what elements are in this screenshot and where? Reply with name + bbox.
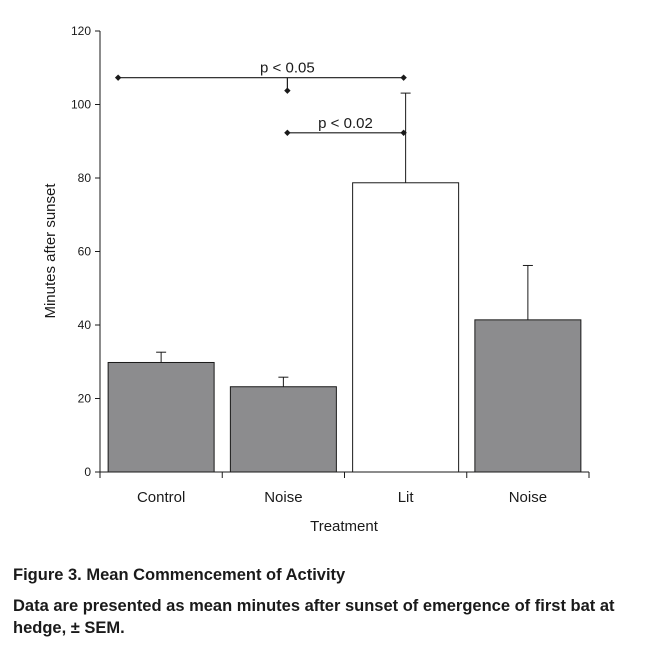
figure-title: Figure 3. Mean Commencement of Activity [13,566,346,584]
significance-marker [284,87,291,94]
y-tick-label: 80 [78,171,92,185]
significance-annotations: p < 0.05 p < 0.02 [114,60,407,136]
y-axis-title: Minutes after sunset [42,183,59,319]
y-tick-label: 120 [71,24,91,38]
bar [352,182,460,473]
error-bars [156,92,533,387]
x-category-label: Noise [509,489,547,506]
y-tick-label: 40 [78,318,92,332]
bar-chart: 0 20 40 60 80 100 120 Control Noise Lit Noise p <… [42,24,590,535]
significance-marker [400,129,407,136]
x-axis: Control Noise Lit Noise [99,471,590,506]
significance-label: p < 0.05 [260,60,315,77]
significance-marker [284,129,291,136]
x-axis-title: Treatment [310,518,379,535]
y-axis: 0 20 40 60 80 100 120 [71,24,101,479]
significance-marker [400,74,407,81]
bar [229,386,337,473]
y-tick-label: 60 [78,245,92,259]
x-category-label: Lit [398,489,415,506]
y-tick-label: 20 [78,392,92,406]
y-tick-label: 100 [71,98,91,112]
significance-label: p < 0.02 [318,115,373,132]
figure-description: Data are presented as mean minutes after… [13,597,615,637]
y-tick-label: 0 [84,465,91,479]
bar [107,361,215,473]
significance-marker [114,74,122,81]
x-category-label: Control [137,489,185,506]
x-category-label: Noise [264,489,302,506]
bars [107,182,582,473]
bar [474,319,582,473]
